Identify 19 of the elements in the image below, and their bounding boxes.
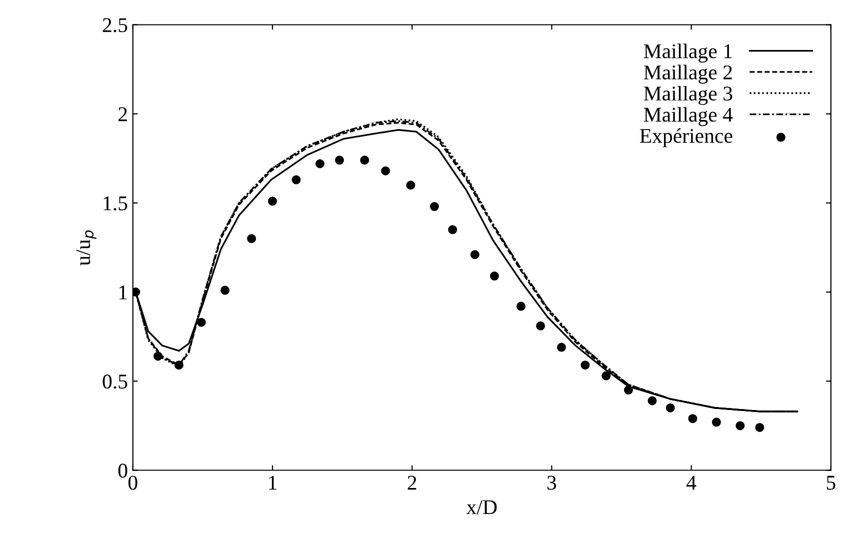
x-tick-label: 3 <box>547 476 556 490</box>
legend-label: Maillage 4 <box>644 107 733 126</box>
y-tick-label: 1 <box>119 286 127 300</box>
y-tick-label: 0 <box>118 464 128 478</box>
y-tick-label: 0.5 <box>102 374 128 389</box>
legend-label: Maillage 3 <box>644 86 732 105</box>
y-tick-label: 2.5 <box>102 18 128 32</box>
x-axis-title: x/D <box>466 500 497 514</box>
y-axis-title: u/u$_{p}$ <box>76 230 96 266</box>
x-tick-label: 5 <box>826 476 836 490</box>
y-tick-label: 1.5 <box>104 196 128 210</box>
legend-label: Maillage 2 <box>644 64 732 84</box>
x-tick-label: 0 <box>128 476 138 490</box>
x-tick-label: 1 <box>269 476 276 490</box>
x-tick-label: 4 <box>686 476 696 490</box>
x-tick-label: 2 <box>408 476 416 490</box>
legend-label: Expérience <box>640 128 732 148</box>
legend-label: Maillage 1 <box>644 44 732 63</box>
y-tick-label: 2 <box>118 107 127 122</box>
